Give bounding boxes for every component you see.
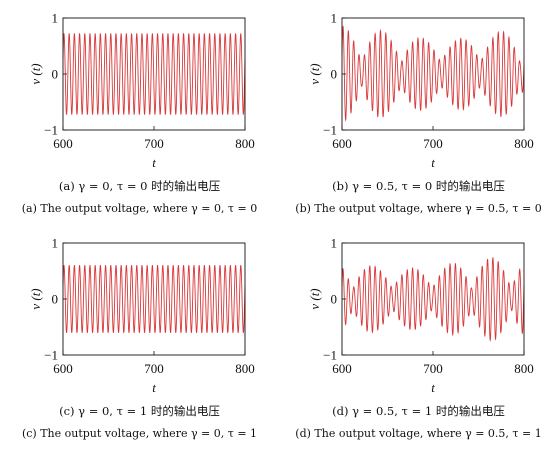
y-tick-label: 0 bbox=[52, 292, 59, 307]
y-tick-label: −1 bbox=[323, 348, 337, 363]
series-line bbox=[62, 264, 246, 334]
y-axis-label: v (t) bbox=[28, 63, 43, 84]
y-tick-label: 0 bbox=[331, 67, 338, 82]
series-line bbox=[62, 33, 246, 115]
y-tick-label: −1 bbox=[44, 348, 58, 363]
x-tick-label: 700 bbox=[423, 136, 443, 151]
chart-d: 600 700 800 −1 0 1 t v (t) bbox=[307, 236, 534, 396]
y-tick-label: 0 bbox=[52, 67, 59, 82]
caption-en: (b) The output voltage, where γ = 0.5, τ… bbox=[295, 202, 542, 215]
chart-a: 600 700 800 −1 0 1 t v (t) bbox=[28, 11, 255, 171]
x-tick-label: 800 bbox=[514, 361, 534, 376]
caption-cn: (c) γ = 0, τ = 1 时的输出电压 bbox=[59, 404, 220, 418]
series-line bbox=[341, 25, 525, 122]
y-tick-label: −1 bbox=[44, 123, 58, 138]
x-axis-label: t bbox=[152, 380, 156, 395]
x-tick-label: 700 bbox=[423, 361, 443, 376]
y-tick-label: 1 bbox=[52, 236, 59, 251]
y-tick-label: 1 bbox=[331, 11, 338, 26]
y-tick-label: 1 bbox=[331, 236, 338, 251]
x-tick-label: 800 bbox=[235, 136, 255, 151]
chart-c: 600 700 800 −1 0 1 t v (t) bbox=[28, 236, 255, 396]
caption-cn: (d) γ = 0.5, τ = 1 时的输出电压 bbox=[332, 404, 505, 418]
x-axis-label: t bbox=[431, 155, 435, 170]
caption-en: (a) The output voltage, where γ = 0, τ =… bbox=[21, 202, 258, 215]
x-tick-label: 600 bbox=[53, 361, 73, 376]
caption-cn: (a) γ = 0, τ = 0 时的输出电压 bbox=[58, 179, 221, 193]
panel-b: 600 700 800 −1 0 1 t v (t) (b) γ = 0.5, τ = 0 时… bbox=[279, 0, 558, 224]
panel-a: 600 700 800 −1 0 1 t v (t) (a) γ = 0, τ = 0 时的输… bbox=[0, 0, 279, 224]
x-tick-label: 800 bbox=[514, 136, 534, 151]
x-tick-label: 800 bbox=[235, 361, 255, 376]
y-tick-label: 1 bbox=[52, 11, 59, 26]
caption-en: (d) The output voltage, where γ = 0.5, τ… bbox=[295, 427, 542, 440]
panel-d: 600 700 800 −1 0 1 t v (t) (d) γ = 0.5, τ = 1 时… bbox=[279, 225, 558, 449]
caption-en: (c) The output voltage, where γ = 0, τ =… bbox=[21, 427, 258, 440]
y-axis-label: v (t) bbox=[307, 63, 322, 84]
y-tick-label: 0 bbox=[331, 292, 338, 307]
y-axis-label: v (t) bbox=[28, 288, 43, 309]
y-axis-label: v (t) bbox=[307, 288, 322, 309]
x-tick-label: 700 bbox=[144, 361, 164, 376]
panel-c: 600 700 800 −1 0 1 t v (t) (c) γ = 0, τ = 1 时的输… bbox=[0, 225, 279, 449]
x-tick-label: 600 bbox=[53, 136, 73, 151]
x-tick-label: 600 bbox=[332, 361, 352, 376]
caption-cn: (b) γ = 0.5, τ = 0 时的输出电压 bbox=[332, 179, 505, 193]
chart-b: 600 700 800 −1 0 1 t v (t) bbox=[307, 11, 534, 171]
x-tick-label: 600 bbox=[332, 136, 352, 151]
y-tick-label: −1 bbox=[323, 123, 337, 138]
x-tick-label: 700 bbox=[144, 136, 164, 151]
x-axis-label: t bbox=[152, 155, 156, 170]
series-line bbox=[341, 256, 525, 342]
x-axis-label: t bbox=[431, 380, 435, 395]
